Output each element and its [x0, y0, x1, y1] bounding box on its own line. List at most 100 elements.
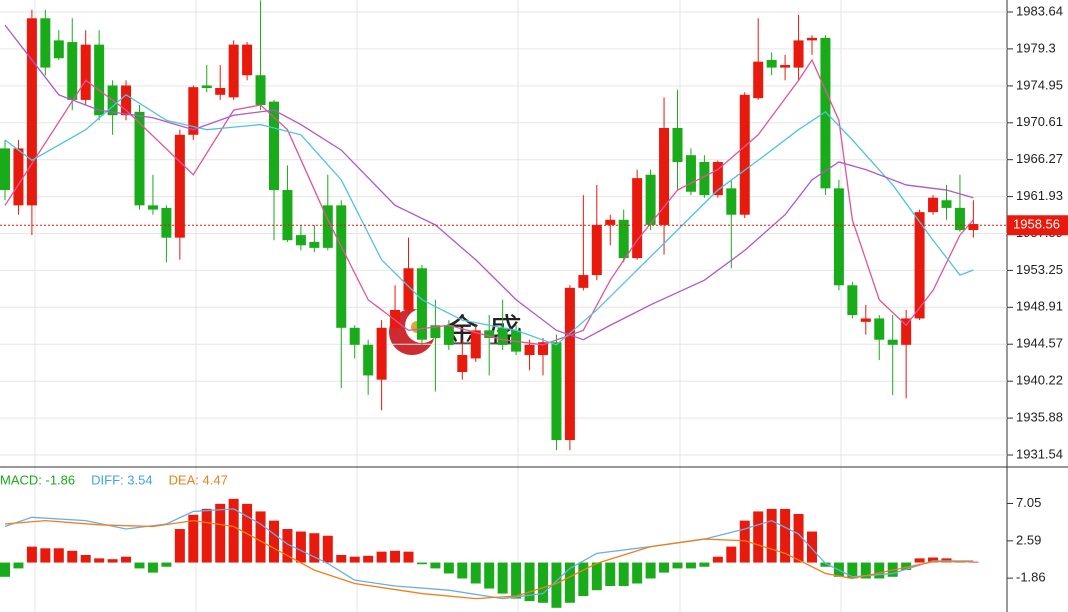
macd-bar [282, 529, 293, 563]
candle-body [712, 161, 723, 196]
candle-body [901, 318, 912, 345]
macd-bar [295, 531, 306, 563]
last-price-label: 1958.56 [1013, 217, 1060, 232]
candle-body [941, 200, 952, 208]
macd-bar [901, 562, 912, 571]
candle-body [766, 59, 777, 68]
candle-body [13, 148, 24, 206]
macd-bar [591, 562, 602, 591]
candle-body [416, 268, 427, 340]
candle-body [403, 268, 414, 310]
line-series [4, 508, 974, 600]
macd-bar [551, 562, 562, 608]
y-tick-label: 1940.22 [1016, 373, 1063, 388]
candle-body [430, 325, 441, 339]
candle-body [201, 85, 212, 89]
candle-body [255, 75, 266, 106]
macd-bar [363, 555, 374, 563]
candle-body [457, 355, 468, 373]
macd-bar [228, 498, 239, 563]
macd-bar [26, 546, 37, 563]
macd-bar [874, 562, 885, 579]
candle-body [538, 342, 548, 356]
candle-body [228, 44, 239, 98]
macd-bar [457, 562, 468, 579]
line-series [4, 24, 974, 341]
macd-bar [416, 562, 427, 565]
macd-bar [511, 562, 522, 599]
candle-body [349, 327, 360, 345]
candle-body [954, 207, 965, 231]
macd-bar [174, 529, 185, 563]
candle-body [968, 224, 979, 231]
last-price-box [1007, 215, 1068, 236]
macd-bar [430, 562, 441, 569]
macd-bar [484, 562, 495, 589]
macd-bar [699, 562, 710, 567]
macd-bar [67, 550, 78, 563]
macd-bar [215, 503, 226, 563]
candle-body [269, 101, 279, 191]
candle-body [605, 219, 616, 225]
candle-body [0, 148, 10, 191]
y-tick-label: 7.05 [1016, 495, 1041, 510]
macd-bar [605, 562, 616, 587]
y-tick-label: 1944.57 [1016, 336, 1063, 351]
candle-body [161, 207, 172, 238]
macd-bar [121, 556, 132, 563]
candle-body [121, 85, 132, 116]
macd-bar [914, 558, 925, 563]
macd-bar [53, 548, 64, 563]
macd-bar [618, 562, 629, 587]
candle-body [793, 40, 804, 68]
macd-bar [780, 508, 791, 563]
candle-body [363, 344, 374, 376]
candle-body [874, 318, 885, 340]
candle-body [860, 318, 871, 322]
macd-bar [538, 562, 548, 603]
candle-body [443, 325, 454, 345]
macd-bar [269, 520, 279, 563]
candle-body [833, 188, 844, 286]
candle-body [94, 44, 105, 116]
y-tick-label: 1983.64 [1016, 3, 1063, 18]
macd-bar [349, 556, 360, 563]
macd-bar [712, 556, 723, 563]
candle-body [591, 224, 602, 276]
candle-body [659, 127, 670, 225]
y-tick-label: 1948.91 [1016, 299, 1063, 314]
legend-label: MACD: -1.86 [0, 472, 75, 487]
y-tick-label: 1979.3 [1016, 40, 1056, 55]
macd-bar [390, 550, 401, 563]
macd-bar [753, 511, 764, 563]
macd-bar [470, 562, 481, 584]
candle-body [847, 285, 858, 316]
candle-body [53, 40, 64, 59]
macd-bar [188, 514, 199, 563]
candle-body [188, 87, 199, 135]
y-tick-label: 1935.88 [1016, 410, 1063, 425]
y-tick-label: 1953.25 [1016, 262, 1063, 277]
candle-body [242, 44, 253, 76]
candle-body [887, 339, 898, 345]
line-series [4, 94, 974, 346]
macd-bar [807, 531, 817, 563]
candle-body [739, 94, 750, 215]
candle-body [215, 88, 226, 95]
candle-body [80, 44, 91, 100]
macd-bar [564, 562, 575, 603]
candle-body [40, 18, 51, 68]
macd-bar [40, 548, 51, 563]
macd-bar [793, 513, 804, 563]
macd-bar [847, 562, 858, 579]
macd-bar [134, 562, 145, 569]
macd-bar [403, 551, 414, 563]
candle-body [282, 190, 293, 241]
candle-body [820, 37, 831, 189]
candle-body [645, 174, 656, 225]
y-tick-label: 2.59 [1016, 532, 1041, 547]
macd-bar [322, 535, 333, 563]
candle-body [470, 330, 481, 359]
candle-body [685, 155, 696, 192]
candle-body [914, 212, 925, 319]
